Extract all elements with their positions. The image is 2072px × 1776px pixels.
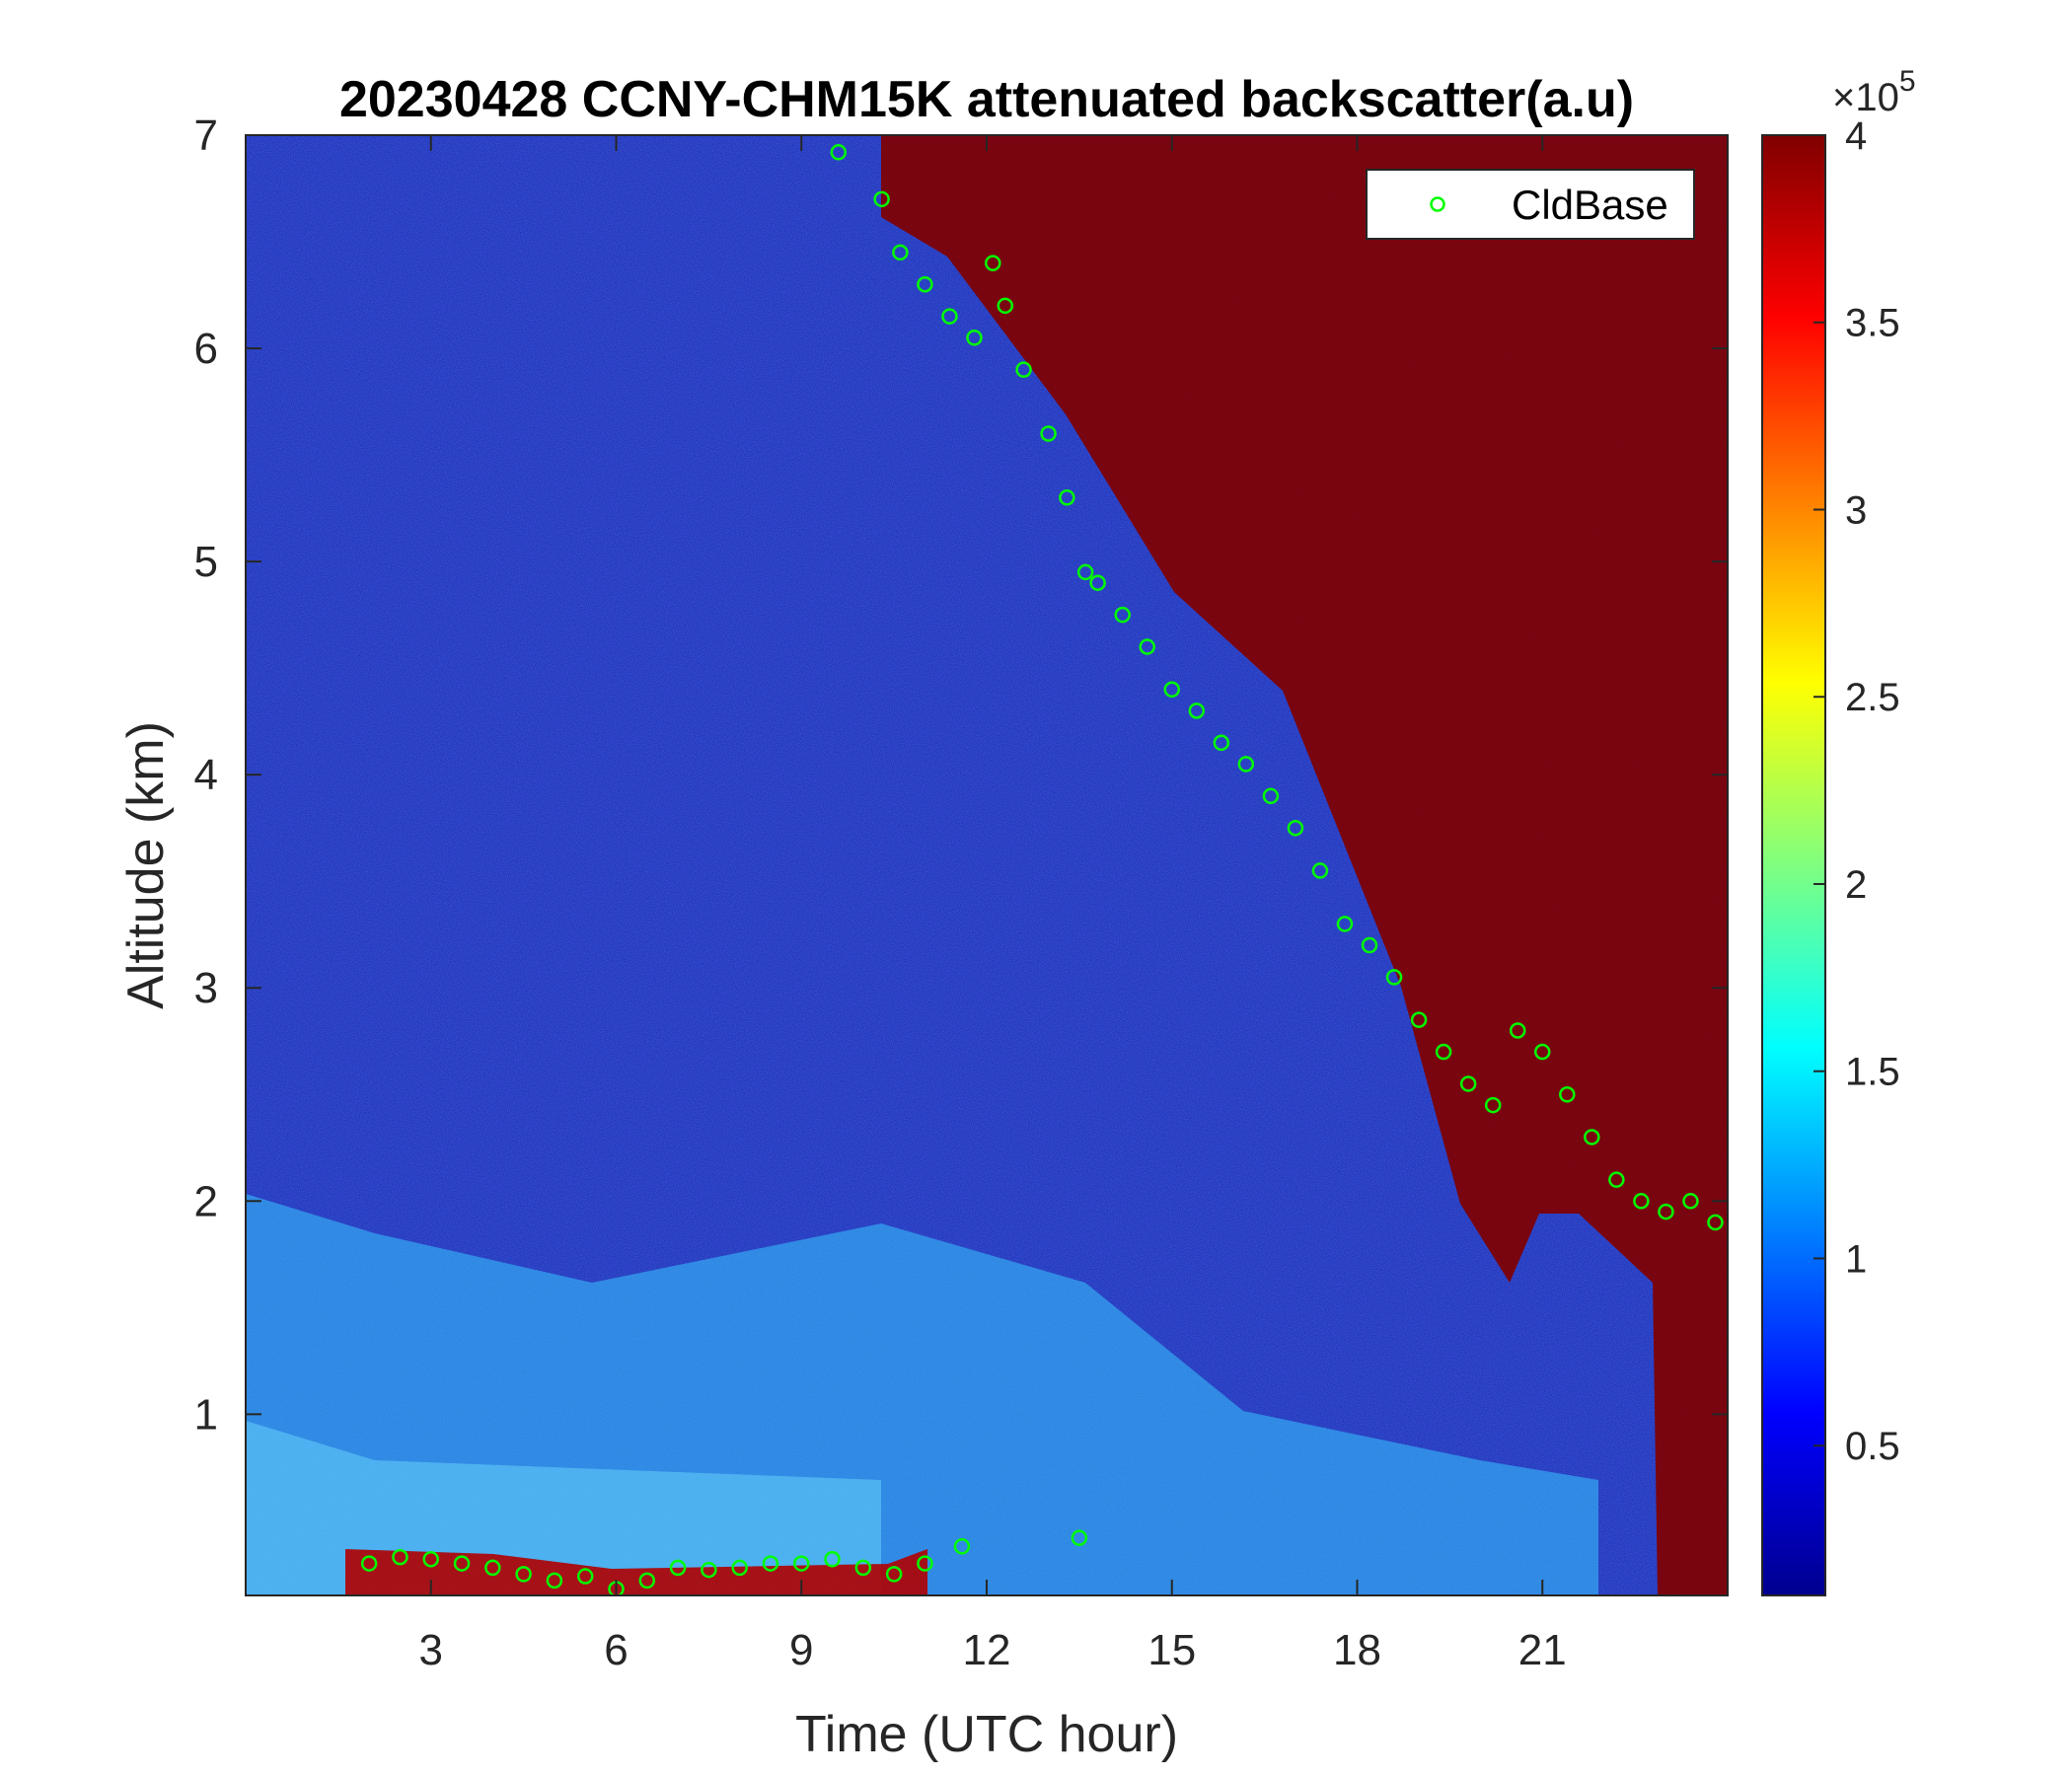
- cldbase-point: [873, 190, 890, 208]
- cldbase-point: [1213, 734, 1230, 752]
- chart-title: 20230428 CCNY-CHM15K attenuated backscat…: [339, 71, 1634, 128]
- cldbase-point: [1608, 1171, 1625, 1188]
- cldbase-point: [1658, 1203, 1674, 1221]
- cldbase-point: [997, 297, 1014, 315]
- cldbase-point: [1262, 787, 1280, 805]
- cldbase-point: [793, 1555, 810, 1572]
- colorbar-multiplier: ×105: [1832, 65, 1916, 119]
- colorbar-tick-label: 3.5: [1845, 302, 1900, 345]
- cldbase-point: [1089, 574, 1106, 591]
- cldbase-point: [854, 1559, 872, 1577]
- cldbase-point: [1336, 916, 1354, 932]
- cldbase-point: [1311, 862, 1329, 879]
- y-tick-label: 7: [194, 111, 218, 160]
- colorbar-tick-label: 4: [1845, 114, 1867, 158]
- cldbase-point: [1114, 606, 1131, 624]
- y-axis: 1 2 3 4 5 6 7: [194, 111, 1728, 1439]
- cldbase-point: [824, 1551, 841, 1568]
- cldbase-point: [762, 1555, 779, 1572]
- cldbase-point: [941, 308, 958, 325]
- cldbase-point: [966, 330, 983, 346]
- cldbase-point: [576, 1568, 594, 1585]
- cldbase-point: [885, 1566, 903, 1583]
- cldbase-point: [1015, 361, 1032, 378]
- cldbase-point: [484, 1559, 501, 1577]
- x-axis: 3 6 9 12 15 18 21: [419, 135, 1567, 1674]
- cldbase-point: [1287, 819, 1304, 837]
- cldbase-point: [360, 1555, 378, 1572]
- cldbase-point: [917, 275, 933, 293]
- legend-box: [1366, 169, 1695, 240]
- legend: CldBase: [1366, 169, 1695, 240]
- cldbase-point: [546, 1572, 563, 1590]
- cldbase-point: [985, 255, 1001, 271]
- y-tick-label: 6: [194, 325, 218, 373]
- y-tick-label: 3: [194, 964, 218, 1012]
- cldbase-point: [1076, 563, 1094, 581]
- y-tick-label: 1: [194, 1390, 218, 1439]
- x-axis-label: Time (UTC hour): [795, 1706, 1178, 1763]
- y-tick-label: 2: [194, 1177, 218, 1225]
- cldbase-point: [731, 1559, 748, 1577]
- cldbase-point: [515, 1566, 532, 1583]
- cldbase-point: [1188, 703, 1206, 719]
- colorbar-tick-label: 3: [1845, 488, 1867, 532]
- colorbar-gradient: [1761, 134, 1826, 1596]
- cldbase-point: [392, 1548, 408, 1566]
- cldbase-point: [422, 1551, 439, 1568]
- x-tick-label: 9: [789, 1626, 813, 1674]
- cldbase-point: [1559, 1086, 1576, 1103]
- y-tick-label: 5: [194, 538, 218, 586]
- legend-marker-cldbase: [1430, 196, 1445, 212]
- cloud-region: [881, 135, 1728, 1595]
- x-tick-label: 6: [604, 1626, 628, 1674]
- heatmap-field: [246, 135, 1728, 1595]
- x-tick-label: 12: [963, 1626, 1011, 1674]
- boundary-layer: [246, 1194, 1598, 1595]
- y-tick-label: 4: [194, 751, 218, 799]
- cldbase-point: [1633, 1193, 1650, 1210]
- colorbar-tick-label: 1.5: [1845, 1051, 1900, 1094]
- cldbase-point: [1163, 681, 1180, 699]
- cldbase-point: [1385, 969, 1403, 986]
- cldbase-point: [701, 1561, 717, 1579]
- cldbase-point: [1059, 489, 1075, 506]
- cldbase-point: [1484, 1096, 1502, 1114]
- colorbar-tick-label: 2.5: [1845, 676, 1900, 719]
- cldbase-point: [1139, 638, 1155, 655]
- cldbase-point: [1584, 1129, 1600, 1146]
- x-tick-label: 15: [1147, 1626, 1196, 1674]
- x-tick-label: 18: [1333, 1626, 1381, 1674]
- x-tick-label: 3: [419, 1626, 443, 1674]
- cldbase-point: [830, 144, 848, 161]
- cldbase-point: [669, 1559, 687, 1577]
- cldbase-point: [453, 1555, 471, 1572]
- cldbase-point: [1237, 756, 1255, 773]
- colorbar-tick-label: 2: [1845, 863, 1867, 907]
- cldbase-point: [1534, 1043, 1551, 1061]
- x-tick-label: 21: [1518, 1626, 1567, 1674]
- cldbase-point: [1361, 936, 1378, 954]
- cldbase-point: [638, 1572, 656, 1590]
- cldbase-point: [892, 244, 909, 261]
- colorbar-tick-label: 1: [1845, 1237, 1867, 1281]
- colorbar-tick-label: 0.5: [1845, 1425, 1900, 1468]
- y-axis-label: Altitude (km): [117, 721, 175, 1009]
- cldbase-point: [1071, 1529, 1088, 1546]
- legend-entry-cldbase: CldBase: [1512, 182, 1668, 228]
- cldbase-point: [1435, 1043, 1452, 1061]
- cldbase-point: [1509, 1022, 1526, 1039]
- cldbase-point: [917, 1555, 933, 1572]
- colorbar: 0.5 1 1.5 2 2.5 3 3.5 4 ×105: [1761, 65, 1916, 1596]
- cldbase-point: [1410, 1011, 1428, 1028]
- cldbase-point: [1459, 1075, 1477, 1092]
- cldbase-point: [953, 1538, 971, 1555]
- cldbase-point: [1682, 1193, 1699, 1210]
- cldbase-point: [1040, 425, 1057, 442]
- cldbase-point: [1707, 1214, 1724, 1231]
